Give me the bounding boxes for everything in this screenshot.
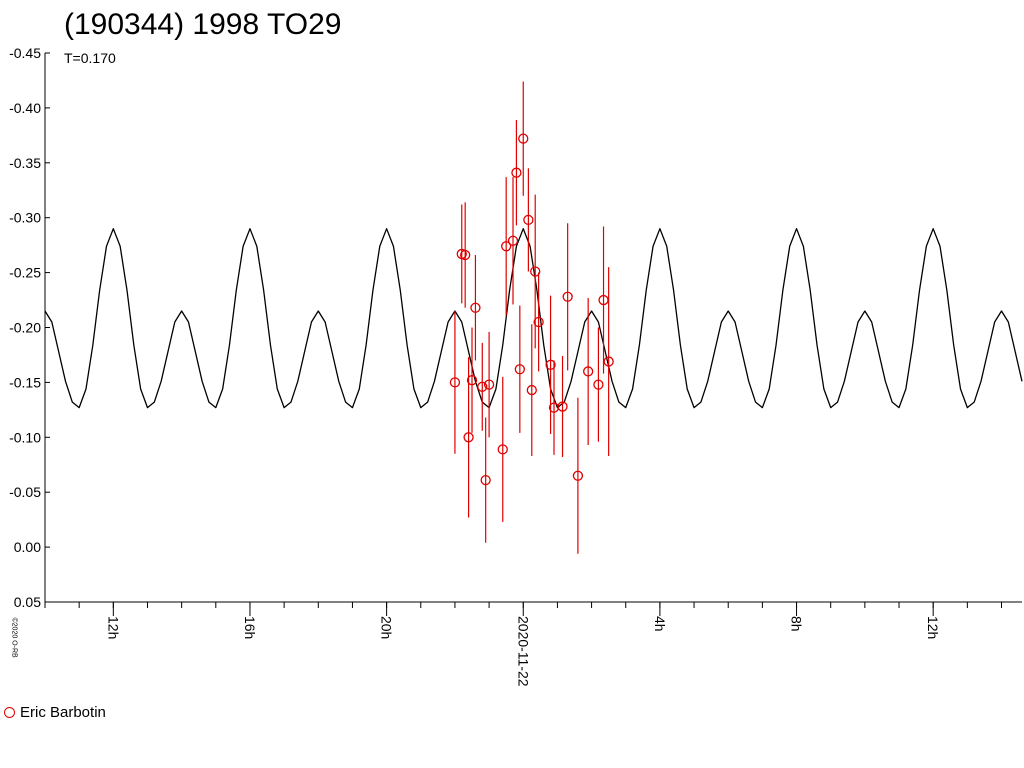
legend-marker-circle-icon (4, 707, 15, 718)
y-tick-label: -0.40 (9, 100, 41, 116)
copyright-note: ©2020 O-RB (10, 617, 18, 658)
data-point (557, 401, 568, 412)
y-tick-label: 0.00 (14, 539, 41, 555)
model-curve (44, 228, 1023, 409)
x-tick-label: 8h (789, 616, 805, 632)
y-tick-label: -0.30 (9, 210, 41, 226)
y-tick-label: -0.35 (9, 155, 41, 171)
x-tick-label: 12h (105, 616, 121, 639)
y-tick-label: -0.20 (9, 320, 41, 336)
chart-subtitle: T=0.170 (64, 50, 116, 66)
data-point (598, 294, 609, 306)
y-tick-label: -0.05 (9, 484, 41, 500)
data-point (477, 381, 488, 392)
x-tick-label: 12h (925, 616, 941, 639)
data-point (501, 241, 512, 252)
data-point (603, 356, 614, 367)
x-tick-label: 2020-11-22 (515, 616, 531, 687)
data-point (511, 167, 522, 178)
data-point (483, 379, 495, 390)
data-point (507, 235, 519, 246)
data-point (530, 266, 541, 277)
y-tick-label: -0.15 (9, 374, 41, 390)
y-tick-label: -0.45 (9, 45, 41, 61)
data-point (523, 214, 534, 226)
data-point (545, 359, 556, 370)
x-tick-label: 16h (242, 616, 258, 639)
data-point (562, 291, 573, 302)
data-point (463, 432, 474, 443)
data-point (526, 384, 537, 396)
data-point (480, 474, 491, 486)
data-point (518, 133, 529, 144)
x-tick-label: 4h (652, 616, 668, 632)
data-point (593, 379, 604, 390)
y-tick-label: -0.25 (9, 265, 41, 281)
data-point (449, 377, 461, 388)
data-point (466, 375, 478, 386)
legend-label: Eric Barbotin (20, 704, 106, 721)
chart-title: (190344) 1998 TO29 (64, 8, 342, 41)
y-tick-label: 0.05 (14, 594, 41, 610)
data-point (583, 366, 594, 377)
data-point (470, 302, 481, 313)
x-tick-label: 20h (379, 616, 395, 639)
legend: Eric Barbotin (4, 704, 106, 721)
data-point (497, 444, 508, 455)
data-point (460, 249, 471, 261)
y-tick-label: -0.10 (9, 429, 41, 445)
data-point (572, 470, 584, 481)
data-point (533, 316, 544, 328)
data-point (514, 364, 525, 375)
